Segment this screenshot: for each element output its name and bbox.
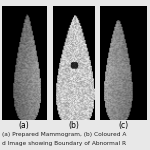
Text: d Image showing Boundary of Abnormal R: d Image showing Boundary of Abnormal R — [2, 141, 126, 146]
Text: (b): (b) — [68, 121, 79, 130]
Text: (c): (c) — [118, 121, 128, 130]
Text: (a): (a) — [18, 121, 29, 130]
Text: (a) Prepared Mammogram, (b) Coloured A: (a) Prepared Mammogram, (b) Coloured A — [2, 132, 126, 137]
